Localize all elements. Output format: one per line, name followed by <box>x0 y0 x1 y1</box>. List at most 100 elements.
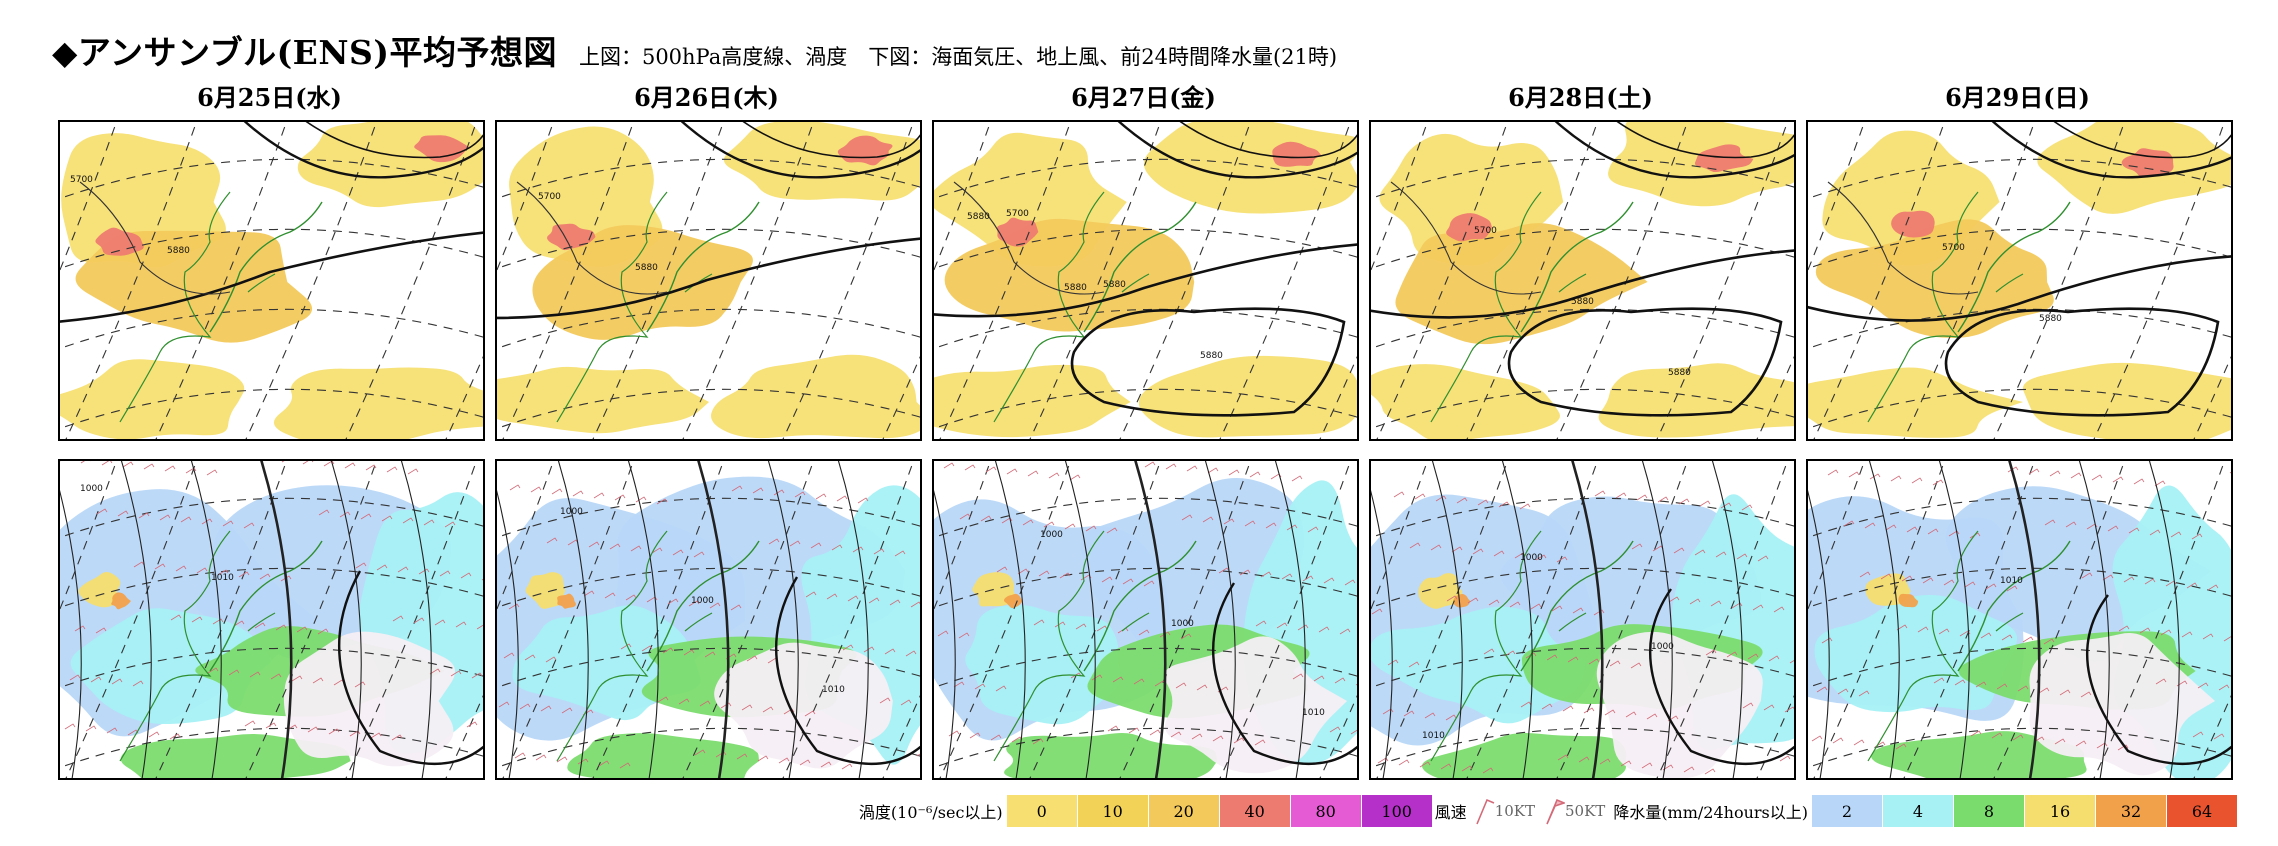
meridian-line <box>345 122 478 439</box>
wind-barb <box>948 730 960 737</box>
wind-barb <box>265 722 277 729</box>
wind-barb <box>360 513 372 520</box>
wind-barb <box>1567 656 1579 663</box>
height-contour-5880 <box>1371 249 1794 319</box>
wind-barb <box>1038 570 1050 577</box>
isobar <box>330 461 362 778</box>
korea-coastline <box>1121 273 1150 293</box>
wind-barb <box>1694 549 1706 556</box>
wind-barb <box>318 509 330 516</box>
wind-barb <box>1419 761 1431 768</box>
parallel-line <box>1808 228 2231 270</box>
wind-barb <box>1704 768 1716 775</box>
precip-area <box>70 608 273 725</box>
wind-barb <box>291 675 303 682</box>
parallel-line <box>497 727 920 769</box>
wind-barb <box>736 753 748 760</box>
wind-barb <box>604 592 616 599</box>
parallel-line <box>1371 308 1794 350</box>
wind-barb <box>1991 732 2003 739</box>
parallel-line <box>1371 388 1794 430</box>
wind-barb <box>439 570 451 577</box>
continent-coastline <box>1867 191 1979 423</box>
precip-area <box>120 733 351 778</box>
continent-coastline <box>1430 191 1542 423</box>
vorticity-swatch: 40 <box>1219 795 1291 827</box>
wind-barb <box>1017 568 1029 575</box>
contour-label: 5880 <box>967 212 990 222</box>
vorticity-swatch: 80 <box>1290 795 1362 827</box>
wind-barb <box>889 599 901 606</box>
wind-barb <box>619 762 631 769</box>
isobar-label: 1000 <box>1520 553 1543 563</box>
wind-barb <box>2022 636 2034 643</box>
meridian-line <box>1813 461 1946 778</box>
vorticity-swatch: 20 <box>1148 795 1220 827</box>
japan-coastline <box>1957 201 2071 333</box>
wind-barb <box>588 541 600 548</box>
wind-barb <box>789 540 801 547</box>
height-contour <box>742 122 920 159</box>
parallel-line <box>60 727 483 769</box>
wind-barb <box>873 548 885 555</box>
wind-barb <box>1853 739 1865 746</box>
wind-barb <box>1424 712 1436 719</box>
wind-barb <box>228 669 240 676</box>
vorticity-area <box>1138 355 1357 438</box>
wind-barb <box>1546 654 1558 661</box>
wind-barb <box>916 753 920 757</box>
isobar <box>2148 461 2180 778</box>
wind-barb <box>381 515 393 522</box>
wind-barb <box>386 466 398 473</box>
vorticity-maximum <box>1272 141 1321 167</box>
wind-barb <box>2160 629 2172 636</box>
wind-barb <box>1249 471 1261 478</box>
dry-area <box>2029 632 2216 776</box>
wind-barb <box>699 700 711 707</box>
wind-barb <box>1556 556 1568 563</box>
wind-barb <box>1218 567 1230 574</box>
wind-barb <box>244 720 256 727</box>
wind-barb <box>894 550 906 557</box>
wind-barb <box>2107 525 2119 532</box>
wind-barb <box>307 726 319 733</box>
wind-barb <box>530 486 542 493</box>
wind-barb <box>879 697 891 704</box>
wind-barb <box>546 537 558 544</box>
isobar-label: 1000 <box>80 484 103 494</box>
meridian-line <box>2093 122 2226 439</box>
wind-barb <box>1069 474 1081 481</box>
wind-barb <box>466 721 478 728</box>
wind-barb <box>286 724 298 731</box>
wind-barb <box>815 493 827 500</box>
wind-barb <box>1435 495 1447 502</box>
wind-barb <box>106 727 118 734</box>
wind-barb <box>1313 675 1325 682</box>
wind-barb <box>2191 533 2203 540</box>
wind-barb <box>169 733 181 740</box>
wind-barb <box>937 630 949 637</box>
meridian-line <box>1556 461 1689 778</box>
height-contour-5880 <box>60 231 483 323</box>
wind-barb <box>1943 579 1955 586</box>
wind-barb <box>535 754 547 761</box>
wind-barb <box>1938 628 1950 635</box>
meridian-line <box>60 461 118 611</box>
meridian-line <box>682 122 815 439</box>
precip-swatch: 16 <box>2025 795 2096 827</box>
wind-barb <box>1827 469 1839 476</box>
wind-barb <box>1202 516 1214 523</box>
wind-barb <box>1880 573 1892 580</box>
wind-barb <box>551 488 563 495</box>
wind-barb <box>1350 729 1357 735</box>
wind-barb <box>1763 704 1775 711</box>
wind-barb <box>1641 762 1653 769</box>
isobar <box>1808 490 1830 778</box>
contour-label: 5880 <box>1668 368 1691 378</box>
wind-barb <box>1371 608 1383 615</box>
continent-coastline <box>1867 530 1979 762</box>
precip-legend-label: 降水量(mm/24hours以上) <box>1613 803 1808 822</box>
wind-barb <box>667 598 679 605</box>
wind-barb-10kt-icon <box>1475 798 1495 825</box>
wind-barb <box>1329 726 1341 733</box>
